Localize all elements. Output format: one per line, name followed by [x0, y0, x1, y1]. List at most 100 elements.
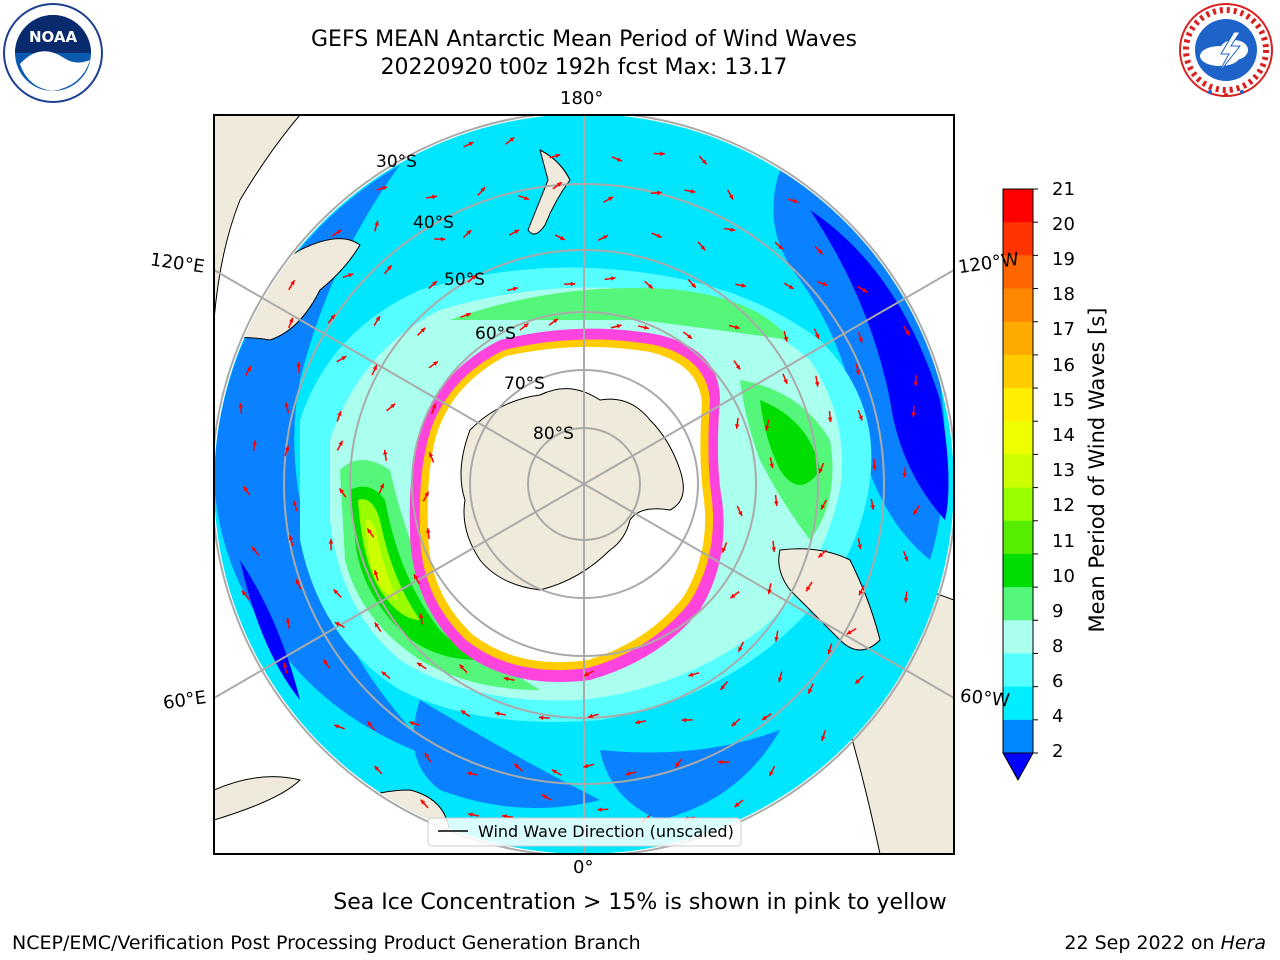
wind-wave-arrow-head — [440, 236, 446, 242]
wind-wave-arrow-head — [870, 504, 875, 510]
wind-wave-arrow-head — [409, 721, 415, 726]
wind-wave-arrow-head — [288, 535, 294, 541]
wind-wave-arrow-head — [328, 539, 334, 544]
wind-wave-arrow-head — [241, 590, 247, 596]
wind-wave-arrow-head — [367, 528, 372, 534]
wind-wave-arrow-head — [466, 771, 472, 776]
wind-wave-arrow-head — [701, 159, 707, 165]
wind-wave-arrow-head — [424, 752, 430, 758]
wind-wave-arrow-head — [855, 369, 860, 375]
wind-wave-arrow-head — [251, 546, 257, 552]
colorbar-swatch — [1003, 620, 1033, 654]
wind-wave-arrow-head — [660, 151, 665, 156]
wind-wave-arrow-head — [513, 286, 518, 292]
colorbar-swatch — [1003, 421, 1033, 455]
colorbar-swatch — [1003, 222, 1033, 256]
wind-wave-arrow-head — [285, 617, 291, 623]
colorbar-tick: 12 — [1052, 495, 1075, 516]
wind-wave-arrow-head — [465, 312, 471, 318]
wind-wave-arrow-head — [284, 445, 290, 451]
colorbar-swatch — [1003, 653, 1033, 688]
wind-wave-arrow-head — [769, 463, 774, 469]
wind-wave-arrow-head — [330, 314, 335, 320]
caption: Sea Ice Concentration > 15% is shown in … — [333, 890, 947, 915]
colorbar-swatch — [1003, 321, 1033, 356]
wind-wave-arrow-head — [341, 356, 347, 361]
lon-label-0: 0° — [573, 857, 594, 878]
wind-wave-arrow-head — [855, 679, 861, 684]
wind-wave-arrow-head — [386, 265, 392, 271]
colorbar-swatch — [1003, 189, 1033, 223]
lat-label-70s: 70°S — [504, 374, 545, 394]
wind-wave-arrow-head — [382, 186, 388, 191]
wind-wave-arrow-head — [783, 378, 788, 384]
wind-wave-arrow-head — [815, 333, 820, 339]
wind-wave-arrow-head — [468, 142, 474, 147]
lat-label-60s: 60°S — [475, 324, 516, 344]
noaa-logo-icon: NOAA — [2, 2, 104, 108]
wind-wave-arrow-head — [808, 688, 813, 694]
wind-wave-arrow-head — [252, 440, 257, 446]
wind-wave-arrow-head — [420, 799, 426, 805]
colorbar-tick: 20 — [1052, 214, 1075, 235]
colorbar-tick: 8 — [1052, 636, 1064, 657]
wind-wave-arrow-head — [555, 153, 561, 159]
wind-wave-arrow-head — [827, 649, 832, 655]
wind-wave-arrow-head — [857, 544, 862, 550]
wind-wave-arrow-head — [778, 244, 784, 250]
lon-label-180: 180° — [560, 88, 604, 109]
wind-wave-arrow-head — [503, 676, 509, 682]
wind-wave-arrow-head — [288, 317, 294, 323]
lat-label-40s: 40°S — [413, 213, 454, 233]
colorbar-swatch — [1003, 553, 1033, 588]
wind-wave-arrow-head — [717, 759, 723, 765]
wind-wave-arrow-head — [290, 280, 295, 286]
wind-wave-arrow-head — [334, 622, 340, 627]
wind-wave-arrow-head — [373, 570, 379, 576]
wind-wave-arrow-head — [610, 276, 616, 281]
wind-wave-arrow-head — [728, 194, 734, 200]
wind-wave-arrow-head — [292, 500, 298, 506]
wind-wave-arrow-head — [734, 424, 740, 429]
wind-wave-arrow-head — [734, 324, 740, 330]
lat-label-50s: 50°S — [444, 270, 485, 290]
wind-wave-arrow-head — [690, 189, 696, 194]
wind-wave-arrow-head — [788, 284, 794, 289]
wind-wave-arrow-head — [821, 735, 826, 741]
colorbar-tick: 19 — [1052, 249, 1075, 270]
colorbar-tick: 11 — [1052, 531, 1075, 552]
wind-wave-arrow-head — [541, 794, 547, 799]
wind-wave-arrow-head — [390, 403, 396, 409]
wind-wave-arrow-head — [721, 547, 727, 553]
chart-subtitle: 20220920 t00z 192h fcst Max: 13.17 — [380, 55, 788, 80]
wind-wave-arrow-head — [538, 715, 544, 720]
wind-wave-arrow-head — [339, 488, 344, 494]
wind-wave-arrow-head — [735, 364, 741, 370]
wind-wave-arrow-head — [625, 771, 631, 776]
wind-wave-arrow-head — [336, 229, 342, 235]
chart-title: GEFS MEAN Antarctic Mean Period of Wind … — [311, 27, 857, 52]
wind-wave-arrow-head — [466, 230, 472, 235]
national-weather-service-logo-icon — [1176, 2, 1278, 106]
wind-wave-arrow-head — [767, 589, 772, 595]
wind-wave-arrow-head — [509, 137, 515, 142]
wind-wave-arrow-head — [556, 182, 562, 187]
wind-wave-arrow-head — [420, 327, 426, 333]
wind-wave-arrow-head — [583, 763, 589, 769]
wind-wave-arrow-head — [827, 417, 833, 423]
wind-wave-arrow-head — [635, 719, 640, 725]
wind-wave-arrow-head — [348, 273, 354, 278]
colorbar-tick: 21 — [1052, 179, 1075, 200]
wind-wave-arrow-head — [432, 194, 437, 200]
legend-label: Wind Wave Direction (unscaled) — [478, 822, 734, 841]
footer-host: Hera — [1220, 932, 1266, 954]
wind-wave-arrow-head — [374, 622, 380, 628]
wind-wave-arrow-head — [418, 613, 424, 619]
wind-wave-arrow-head — [374, 766, 380, 771]
colorbar-swatch — [1003, 288, 1033, 323]
footer-date: 22 Sep 2022 on Hera — [1064, 932, 1266, 954]
wind-wave-arrow-head — [494, 711, 500, 716]
noaa-logo-text: NOAA — [29, 28, 78, 46]
colorbar-tick: 15 — [1052, 390, 1075, 411]
